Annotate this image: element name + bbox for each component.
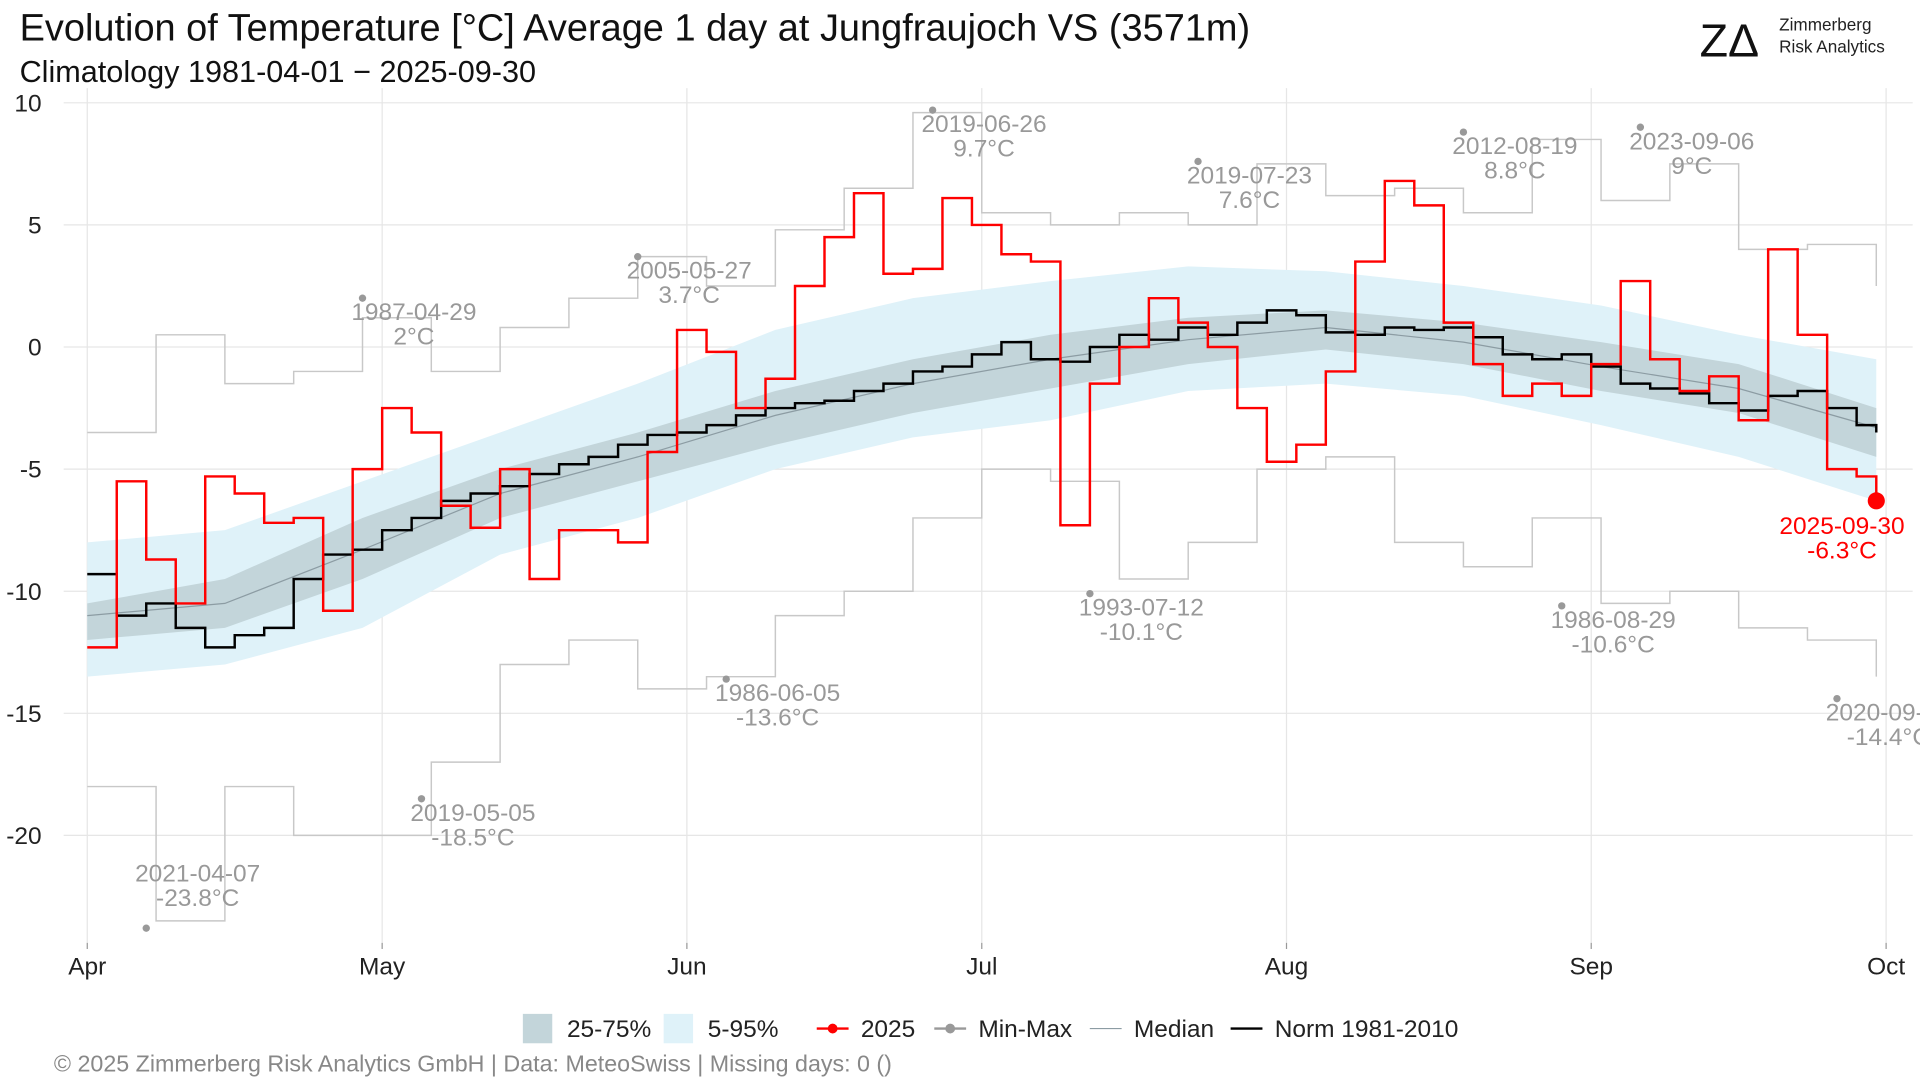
record-point	[928, 106, 937, 114]
record-value: 7.6°C	[1219, 187, 1280, 214]
median-line	[87, 326, 1877, 617]
legend-label: 25-75%	[567, 1016, 651, 1043]
current-date: 2025-09-30	[1779, 513, 1904, 540]
record-value: -14.4°C	[1847, 724, 1920, 751]
record-date: 2012-08-19	[1452, 133, 1577, 160]
record-date: 2023-09-06	[1629, 128, 1754, 155]
record-value: 3.7°C	[658, 282, 719, 309]
chart-title: Evolution of Temperature [°C] Average 1 …	[20, 7, 1251, 49]
record-date: 1987-04-29	[351, 299, 476, 326]
record-value: -10.1°C	[1100, 619, 1183, 646]
legend-swatch	[663, 1013, 694, 1044]
y-tick-label: 5	[28, 212, 42, 239]
minmax-line	[87, 111, 1878, 434]
record-date: 2019-07-23	[1187, 162, 1312, 189]
legend-label: Norm 1981-2010	[1275, 1016, 1459, 1043]
x-tick-label: Jul	[966, 954, 997, 981]
legend-swatch	[522, 1013, 553, 1044]
x-tick-label: Sep	[1569, 954, 1613, 981]
record-point	[1086, 589, 1094, 598]
legend-dot	[827, 1023, 838, 1034]
footer: © 2025 Zimmerberg Risk Analytics GmbH | …	[54, 1050, 892, 1076]
record-point	[1194, 157, 1202, 166]
record-date: 1986-08-29	[1551, 607, 1676, 634]
legend-label: 2025	[861, 1016, 915, 1043]
legend-label: Min-Max	[978, 1016, 1072, 1043]
record-point	[417, 795, 426, 803]
record-value: 9°C	[1671, 153, 1712, 180]
band-area	[87, 310, 1877, 641]
y-tick-label: 0	[28, 335, 42, 362]
x-tick-label: Aug	[1265, 954, 1309, 981]
record-point	[722, 675, 730, 683]
record-value: -18.5°C	[431, 824, 514, 851]
record-point	[1636, 123, 1645, 131]
legend-dot	[945, 1023, 956, 1034]
record-value: 9.7°C	[953, 136, 1014, 163]
record-date: 1993-07-12	[1079, 595, 1204, 622]
current-value: -6.3°C	[1807, 537, 1877, 564]
record-date: 2020-09-26	[1826, 700, 1920, 727]
band-area	[87, 266, 1877, 677]
minmax-line	[87, 456, 1878, 922]
x-tick-label: Oct	[1867, 954, 1905, 981]
record-point	[358, 294, 367, 302]
record-value: 8.8°C	[1484, 158, 1545, 185]
chart-subtitle: Climatology 1981-04-01 − 2025-09-30	[20, 55, 536, 89]
record-date: 2021-04-07	[135, 861, 260, 888]
record-point	[634, 252, 642, 261]
y-tick-label: -15	[6, 701, 41, 728]
record-value: -10.6°C	[1572, 631, 1655, 658]
record-date: 2005-05-27	[627, 258, 752, 285]
logo-mark: ZΔ	[1700, 14, 1760, 66]
y-tick-label: -5	[20, 457, 42, 484]
legend-label: Median	[1134, 1016, 1214, 1043]
record-value: 2°C	[393, 324, 434, 351]
logo-line2: Risk Analytics	[1779, 37, 1885, 57]
record-date: 2019-05-05	[410, 800, 535, 827]
logo-line1: Zimmerberg	[1779, 15, 1871, 35]
current-point	[1867, 492, 1885, 510]
record-point	[1833, 694, 1841, 703]
y-tick-label: 10	[14, 90, 41, 117]
y-tick-label: -20	[6, 823, 41, 850]
record-value: -23.8°C	[156, 885, 239, 912]
record-point	[1459, 128, 1468, 136]
record-point	[1558, 602, 1566, 610]
legend-label: 5-95%	[708, 1016, 779, 1043]
norm-line	[87, 309, 1878, 649]
record-date: 2019-06-26	[921, 111, 1046, 138]
x-tick-label: Apr	[68, 954, 106, 981]
y-tick-label: -10	[6, 579, 41, 606]
current-line	[87, 179, 1878, 649]
x-tick-label: May	[359, 954, 406, 981]
record-point	[142, 924, 150, 932]
record-value: -13.6°C	[736, 705, 819, 732]
record-date: 1986-06-05	[715, 680, 840, 707]
x-tick-label: Jun	[667, 954, 706, 981]
